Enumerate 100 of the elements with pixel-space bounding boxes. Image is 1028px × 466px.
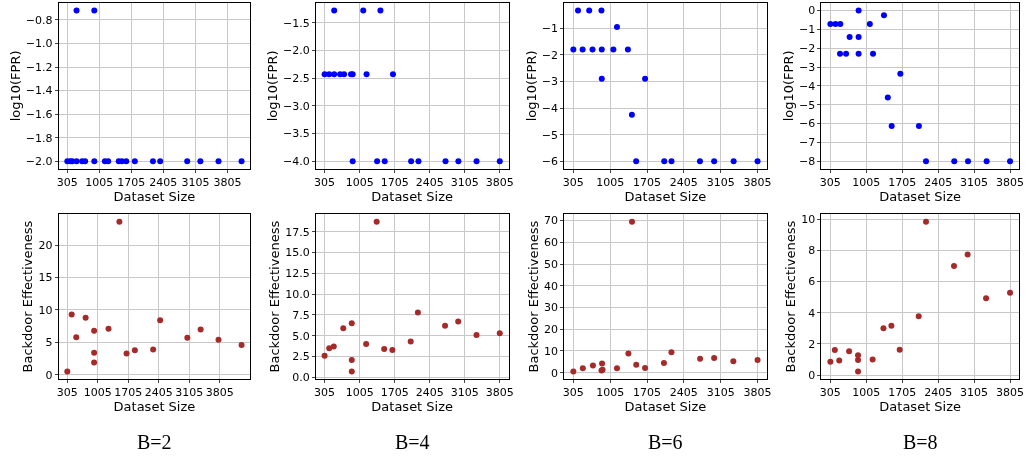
point (105, 325, 112, 332)
y-tick-label: 0 (808, 368, 816, 382)
y-axis-title: log10(FPR) (7, 50, 23, 122)
x-tick-label: 1005 (596, 176, 625, 190)
point (923, 218, 929, 225)
y-tick-label: −3.5 (282, 127, 310, 141)
point (754, 357, 761, 364)
x-tick-label: 2405 (415, 386, 444, 400)
point (348, 320, 355, 327)
y-tick-label: −1.5 (282, 16, 310, 30)
x-tick-label: 3105 (960, 386, 989, 400)
x-tick-label: 3105 (181, 176, 210, 190)
point (326, 345, 333, 352)
point (377, 7, 384, 14)
point (866, 21, 873, 28)
y-tick-label: −8 (798, 155, 816, 169)
x-axis-title: Dataset Size (113, 189, 196, 205)
point (586, 7, 593, 14)
point (363, 71, 370, 78)
x-tick-label: 305 (56, 386, 78, 400)
point (633, 158, 640, 165)
y-tick-label: 7.5 (292, 308, 310, 322)
y-tick-label: −7 (798, 136, 816, 150)
y-tick-label: 10.0 (285, 288, 310, 301)
point (91, 359, 98, 366)
y-axis-title: log10(FPR) (780, 50, 796, 122)
y-tick-label: −2 (798, 42, 816, 56)
point (827, 21, 834, 28)
y-tick-label: 30 (543, 301, 558, 315)
y-tick-label: −2.0 (25, 155, 53, 169)
y-tick-label: −1.0 (25, 37, 53, 51)
y-tick-label: −5 (541, 128, 558, 142)
y-tick-label: −3 (798, 60, 816, 74)
point (598, 7, 605, 14)
point (197, 326, 204, 333)
point (157, 317, 164, 324)
y-tick-label: 50 (543, 257, 558, 271)
y-tick-label: 15.0 (285, 246, 310, 260)
x-tick-label: 3105 (450, 176, 479, 190)
point (668, 349, 675, 356)
y-tick-label: 10 (38, 303, 53, 317)
point (570, 46, 577, 53)
point (415, 158, 422, 165)
x-tick-label: 1005 (345, 176, 374, 190)
point (381, 158, 388, 165)
point (598, 75, 605, 82)
point (123, 350, 130, 357)
x-axis-title: Dataset Size (113, 399, 196, 415)
x-tick-label: 1705 (117, 176, 146, 190)
point (184, 334, 191, 341)
x-tick-label: 1705 (633, 386, 662, 400)
point (884, 94, 891, 101)
point (628, 218, 635, 225)
point (455, 158, 462, 165)
point (896, 346, 903, 353)
point (855, 50, 862, 57)
point (348, 368, 355, 375)
point (381, 346, 388, 353)
point (633, 361, 640, 368)
y-tick-label: −1.8 (25, 131, 53, 145)
point (455, 318, 462, 325)
y-axis-title: log10(FPR) (523, 50, 539, 122)
y-tick-label: −3.0 (282, 99, 310, 113)
point (407, 338, 414, 345)
point (730, 158, 737, 165)
y-tick-label: 0 (550, 366, 558, 380)
point (599, 360, 606, 367)
y-axis-title: Backdoor Effectiveness (267, 220, 283, 373)
y-tick-label: 0 (45, 368, 53, 382)
point (473, 331, 480, 338)
point (660, 360, 667, 367)
point (363, 341, 370, 348)
point (589, 362, 596, 369)
x-tick-label: 3805 (485, 176, 514, 190)
x-tick-label: 3805 (996, 176, 1025, 190)
x-tick-label: 1705 (114, 386, 143, 400)
y-tick-label: 60 (543, 236, 558, 250)
x-tick-label: 1005 (85, 176, 114, 190)
point (869, 356, 876, 363)
x-tick-label: 1705 (888, 176, 917, 190)
point (82, 314, 89, 321)
text: B=2 (137, 431, 172, 453)
point (579, 365, 586, 372)
point (579, 46, 586, 53)
point (389, 346, 396, 353)
point (668, 158, 675, 165)
x-tick-label: 3805 (996, 386, 1025, 400)
point (496, 158, 503, 165)
point (408, 158, 415, 165)
point (238, 342, 245, 348)
x-tick-label: 3105 (706, 386, 735, 400)
point (642, 75, 649, 82)
point (846, 33, 853, 40)
x-tick-label: 305 (819, 176, 841, 190)
y-tick-label: 0.0 (292, 371, 310, 385)
point (613, 23, 620, 30)
point (950, 263, 957, 270)
x-tick-label: 1005 (83, 386, 112, 400)
y-tick-label: 40 (543, 279, 558, 293)
x-tick-label: 305 (562, 176, 584, 190)
